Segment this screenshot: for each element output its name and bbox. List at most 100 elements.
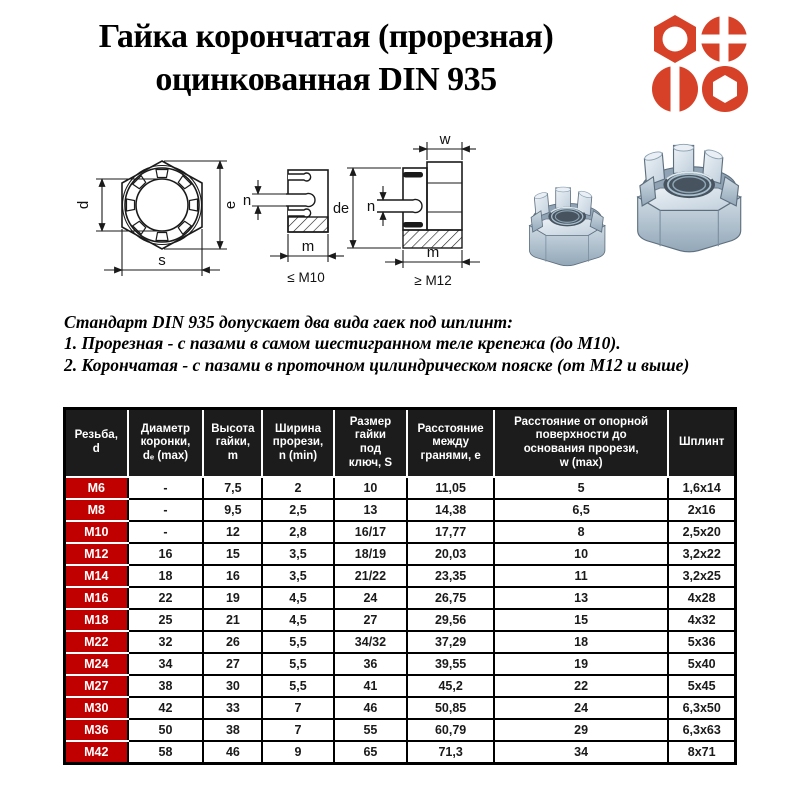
spec-cell: 4x32 bbox=[667, 608, 737, 632]
thread-size-cell: М36 bbox=[63, 718, 129, 742]
col-header-wrench-size: Размер гайки под ключ, S bbox=[332, 407, 409, 478]
spec-cell: 3,2x22 bbox=[667, 542, 737, 566]
dim-label-e: e bbox=[222, 201, 239, 209]
table-row: М12 16 15 3,5 18/19 20,03 10 3,2x22 bbox=[63, 542, 737, 566]
table-row: М8-9,5 2,5 13 14,38 6,5 2x16 bbox=[63, 498, 737, 522]
page-title: Гайка корончатая (прорезная) оцинкованна… bbox=[20, 16, 632, 102]
thread-size-cell: М24 bbox=[63, 652, 129, 676]
table-row: М16 22 19 4,5 24 26,75 13 4x28 bbox=[63, 586, 737, 610]
thread-size-cell: М16 bbox=[63, 586, 129, 610]
thread-size-cell: М10 bbox=[63, 520, 129, 544]
spec-cell: 5x36 bbox=[667, 630, 737, 654]
spec-table: Резьба, d Диаметр коронки, dₑ (max) Высота… bbox=[63, 407, 737, 765]
spec-cell: 3,5 bbox=[261, 542, 335, 566]
spec-cell: 8x71 bbox=[667, 740, 737, 765]
spec-cell: 16 bbox=[126, 542, 205, 566]
spec-cell: 5,5 bbox=[261, 652, 335, 676]
dim-label-n: n bbox=[243, 192, 251, 209]
size-range-caption-m10: ≤ М10 bbox=[287, 270, 324, 285]
page-title-line2: оцинкованная DIN 935 bbox=[155, 60, 497, 98]
spec-cell: 24 bbox=[492, 696, 670, 720]
slotted-nut-side-drawing: n m ≤ М10 bbox=[243, 169, 344, 285]
spec-cell: 11 bbox=[492, 564, 670, 588]
spec-cell: 36 bbox=[332, 652, 409, 676]
dim-label-de: de bbox=[333, 201, 349, 217]
hex-top-view-drawing: d e s bbox=[75, 160, 239, 276]
spec-cell: 24 bbox=[332, 586, 409, 610]
spec-cell: 12 bbox=[202, 520, 264, 544]
slotted-screw-icon bbox=[652, 64, 698, 114]
spec-cell: 2,8 bbox=[261, 520, 335, 544]
spec-cell: 3,5 bbox=[261, 564, 335, 588]
spec-table-head: Резьба, d Диаметр коронки, dₑ (max) Высота… bbox=[63, 407, 737, 478]
spec-cell: 2x16 bbox=[667, 498, 737, 522]
spec-cell: 20,03 bbox=[406, 542, 495, 566]
spec-cell: 7,5 bbox=[202, 476, 264, 500]
spec-cell: 19 bbox=[202, 586, 264, 610]
hex-nut-icon bbox=[654, 15, 696, 63]
spec-cell: 55 bbox=[332, 718, 409, 742]
spec-cell: 19 bbox=[492, 652, 670, 676]
spec-cell: 1,6x14 bbox=[667, 476, 737, 500]
spec-cell: 14,38 bbox=[406, 498, 495, 522]
spec-cell: 10 bbox=[492, 542, 670, 566]
size-range-caption-m12: ≥ М12 bbox=[414, 273, 451, 288]
spec-cell: 2,5x20 bbox=[667, 520, 737, 544]
spec-cell: 5 bbox=[492, 476, 670, 500]
dim-label-w: w bbox=[439, 131, 451, 148]
spec-cell: 21/22 bbox=[332, 564, 409, 588]
spec-cell: 6,3x50 bbox=[667, 696, 737, 720]
spec-cell: - bbox=[126, 498, 205, 522]
castle-nut-side-drawing: de n w m ≥ М12 bbox=[333, 131, 480, 288]
spec-cell: 10 bbox=[332, 476, 409, 500]
spec-cell: 26,75 bbox=[406, 586, 495, 610]
spec-cell: 18 bbox=[492, 630, 670, 654]
col-header-w-distance: Расстояние от опорной поверхности до осн… bbox=[492, 407, 670, 478]
col-header-slot-width: Ширина прорези, n (min) bbox=[261, 407, 335, 478]
thread-size-cell: М12 bbox=[63, 542, 129, 566]
standard-description: Стандарт DIN 935 допускает два вида гаек… bbox=[64, 312, 764, 376]
spec-cell: 6,3x63 bbox=[667, 718, 737, 742]
spec-cell: 45,2 bbox=[406, 674, 495, 698]
castle-nut-image-large bbox=[636, 143, 742, 253]
spec-cell: 23,35 bbox=[406, 564, 495, 588]
spec-cell: 71,3 bbox=[406, 740, 495, 765]
spec-cell: 39,55 bbox=[406, 652, 495, 676]
spec-cell: 33 bbox=[202, 696, 264, 720]
spec-cell: 29 bbox=[492, 718, 670, 742]
spec-cell: 16/17 bbox=[332, 520, 409, 544]
spec-cell: 34 bbox=[492, 740, 670, 765]
spec-cell: 26 bbox=[202, 630, 264, 654]
spec-cell: 2,5 bbox=[261, 498, 335, 522]
spec-cell: 34/32 bbox=[332, 630, 409, 654]
spec-cell: 13 bbox=[492, 586, 670, 610]
spec-cell: 2 bbox=[261, 476, 335, 500]
thread-size-cell: М22 bbox=[63, 630, 129, 654]
spec-cell: 32 bbox=[126, 630, 205, 654]
description-item2: 2. Корончатая - с пазами в проточном цил… bbox=[64, 354, 690, 375]
table-row: М30 42 33 7 46 50,85 24 6,3x50 bbox=[63, 696, 737, 720]
fastener-logo bbox=[652, 14, 749, 114]
dim-label-n2: n bbox=[367, 198, 375, 215]
spec-cell: 46 bbox=[332, 696, 409, 720]
spec-cell: 34 bbox=[126, 652, 205, 676]
dim-label-s: s bbox=[158, 252, 166, 269]
spec-cell: 50,85 bbox=[406, 696, 495, 720]
table-row: М36 50 38 7 55 60,79 29 6,3x63 bbox=[63, 718, 737, 742]
spec-cell: 7 bbox=[261, 696, 335, 720]
spec-cell: 15 bbox=[492, 608, 670, 632]
spec-cell: 9,5 bbox=[202, 498, 264, 522]
table-row: М14 18 16 3,5 21/22 23,35 11 3,2x25 bbox=[63, 564, 737, 588]
spec-cell: 13 bbox=[332, 498, 409, 522]
spec-cell: 27 bbox=[202, 652, 264, 676]
table-row: М6-7,5 2 10 11,05 5 1,6x14 bbox=[63, 476, 737, 500]
spec-cell: 25 bbox=[126, 608, 205, 632]
thread-size-cell: М8 bbox=[63, 498, 129, 522]
spec-cell: 65 bbox=[332, 740, 409, 765]
table-row: М42 58 46 9 65 71,3 34 8x71 bbox=[63, 740, 737, 765]
spec-cell: 17,77 bbox=[406, 520, 495, 544]
table-row: М18 25 21 4,5 27 29,56 15 4x32 bbox=[63, 608, 737, 632]
thread-size-cell: М27 bbox=[63, 674, 129, 698]
spec-cell: 22 bbox=[492, 674, 670, 698]
spec-cell: 15 bbox=[202, 542, 264, 566]
